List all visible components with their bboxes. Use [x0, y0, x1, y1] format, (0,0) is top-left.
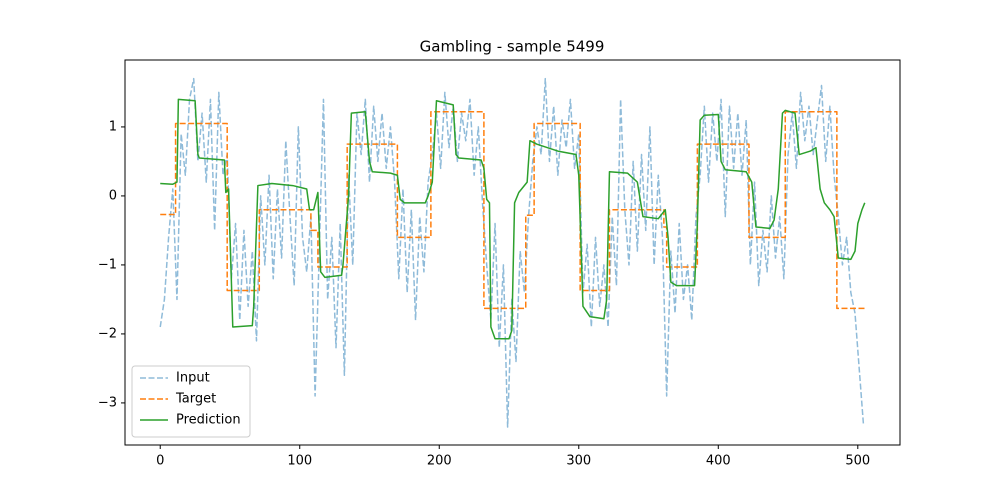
- y-tick-label: 0: [109, 188, 117, 203]
- x-tick-label: 200: [427, 454, 452, 469]
- legend-label: Input: [176, 371, 210, 386]
- chart-title: Gambling - sample 5499: [420, 38, 605, 56]
- axes-frame: [124, 59, 901, 446]
- legend: Input Target Prediction: [131, 365, 251, 438]
- x-tick-label: 0: [156, 454, 164, 469]
- y-tick-label: −1: [98, 257, 117, 272]
- y-tick-label: 1: [109, 119, 117, 134]
- y-tick-label: −2: [98, 326, 117, 341]
- x-tick-label: 300: [566, 454, 591, 469]
- x-tick-label: 400: [706, 454, 731, 469]
- legend-label: Prediction: [176, 413, 241, 428]
- x-tick-label: 500: [845, 454, 870, 469]
- plot-area: [159, 77, 866, 428]
- legend-label: Target: [175, 392, 216, 407]
- x-tick-label: 100: [287, 454, 312, 469]
- series-line: [160, 98, 866, 340]
- series-line: [160, 111, 865, 310]
- y-tick-label: −3: [98, 395, 117, 410]
